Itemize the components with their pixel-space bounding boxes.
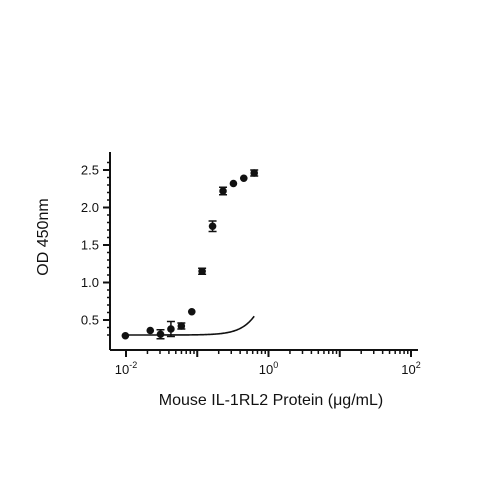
data-point [121,331,130,340]
y-tick-label: 0.5 [81,313,99,328]
data-points-layer [121,169,259,340]
data-point [156,330,165,339]
y-axis-title: OD 450nm [35,198,52,275]
data-point [167,325,175,333]
data-point [208,222,217,231]
axes: 0.5 1.0 1.5 2.0 2.5 10-2 100 102 [81,152,421,377]
x-axis-title: Mouse IL-1RL2 Protein (μg/mL) [159,392,383,409]
data-point [250,169,259,177]
data-point [177,322,186,330]
x-tick-label: 10-2 [115,360,137,377]
fit-curve-layer [125,315,255,336]
x-tick-label: 100 [259,360,278,377]
data-point [219,187,227,195]
y-tick-label: 1.0 [81,275,99,290]
data-point [239,174,248,183]
y-tick-label: 2.5 [81,163,99,178]
y-tick-label: 1.5 [81,238,99,253]
fit-curve [125,315,255,336]
x-tick-label: 102 [401,360,420,377]
data-point [187,307,196,316]
data-point [146,326,155,335]
data-point [229,179,238,188]
data-point [198,267,206,276]
y-tick-label: 2.0 [81,200,99,215]
